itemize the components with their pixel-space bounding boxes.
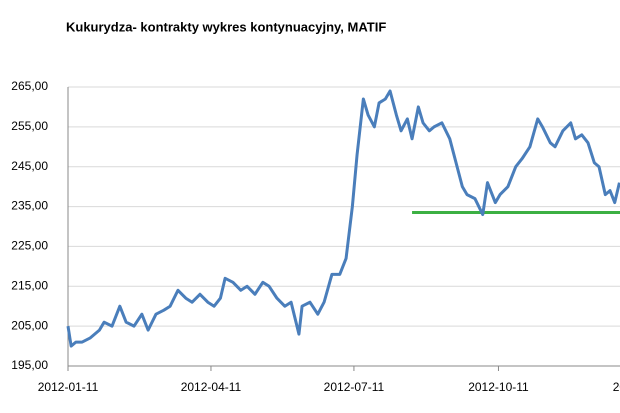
x-tick-label: 2012-04-11 <box>181 380 242 394</box>
chart-title: Kukurydza- kontrakty wykres kontynuacyjn… <box>66 19 386 34</box>
x-tick-label: 2012-10-11 <box>468 380 529 394</box>
x-tick-label: 2012-07-11 <box>324 380 385 394</box>
y-tick-label: 215,00 <box>11 278 48 292</box>
y-tick-label: 245,00 <box>11 159 48 173</box>
y-tick-label: 225,00 <box>11 239 48 253</box>
x-tick-label: 2013-01-11 <box>613 380 620 394</box>
x-tick-label: 2012-01-11 <box>38 380 99 394</box>
y-tick-label: 195,00 <box>11 358 48 372</box>
y-tick-label: 255,00 <box>11 119 48 133</box>
y-tick-label: 265,00 <box>11 79 48 93</box>
y-tick-label: 235,00 <box>11 199 48 213</box>
price-line <box>66 89 620 348</box>
y-tick-label: 205,00 <box>11 318 48 332</box>
